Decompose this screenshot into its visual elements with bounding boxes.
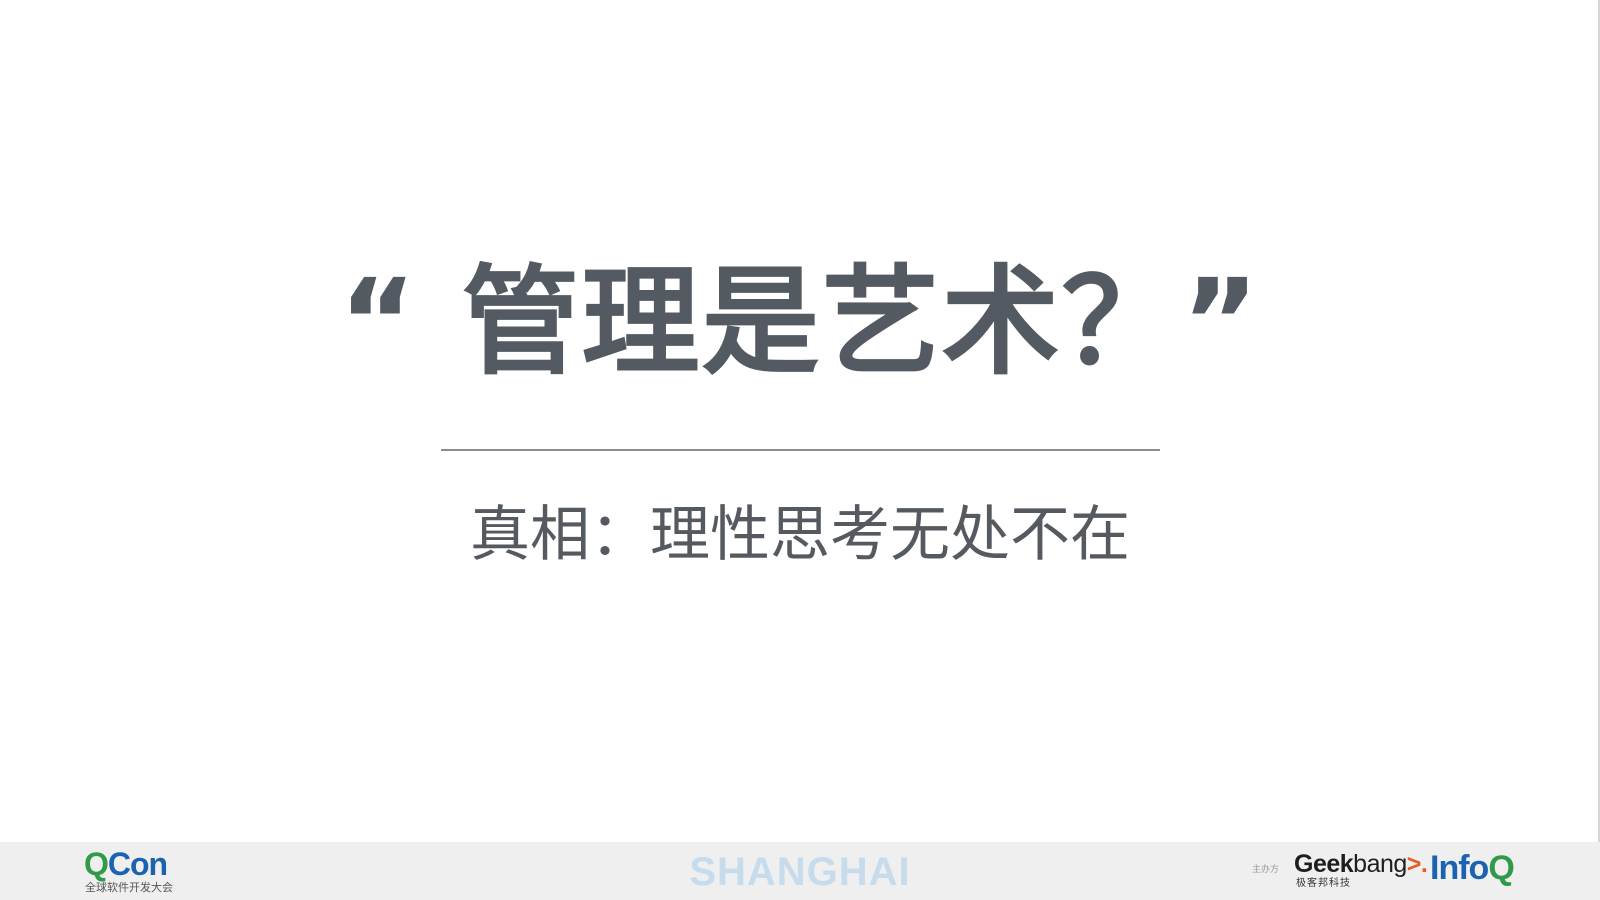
footer-bar: QCon 全球软件开发大会 SHANGHAI 主办方 Geekbang>. 极客… (0, 842, 1600, 900)
infoq-logo-q: Q (1488, 849, 1514, 887)
geekbang-logo-tagline: 极客邦科技 (1296, 878, 1351, 889)
qcon-logo: QCon 全球软件开发大会 (84, 848, 194, 896)
qcon-logo-con: Con (107, 846, 168, 882)
infoq-logo: InfoQ (1430, 849, 1515, 887)
slide-subtitle: 真相：理性思考无处不在 (470, 500, 1130, 570)
qcon-logo-tagline: 全球软件开发大会 (85, 881, 173, 894)
footer-city: SHANGHAI (689, 850, 911, 894)
slide-title: “ 管理是艺术？” (338, 253, 1262, 391)
geekbang-logo: Geekbang>. 极客邦科技 (1294, 850, 1428, 894)
qcon-logo-wordmark: QCon (84, 846, 168, 882)
geekbang-logo-bang: bang (1353, 850, 1407, 878)
slide-right-edge (1598, 0, 1600, 842)
qcon-logo-q: Q (84, 846, 109, 882)
infoq-logo-info: Info (1430, 849, 1489, 887)
geekbang-logo-geek: Geek (1294, 850, 1354, 878)
organizer-label: 主办方 (1252, 865, 1280, 875)
title-divider (441, 449, 1160, 451)
geekbang-logo-arrow: >. (1406, 850, 1428, 878)
geekbang-logo-wordmark: Geekbang>. (1294, 850, 1428, 878)
